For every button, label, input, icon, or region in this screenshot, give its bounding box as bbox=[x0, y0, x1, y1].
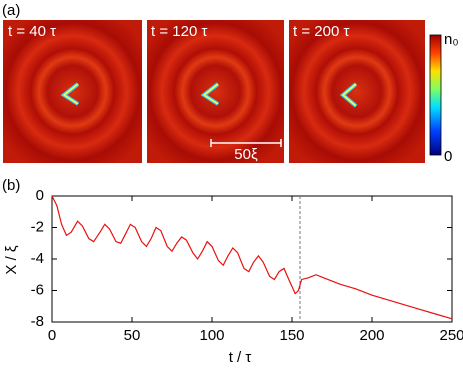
snapshot-label: t = 120 τ bbox=[151, 23, 207, 40]
snapshot: t = 40 τ bbox=[3, 20, 142, 163]
y-tick-label: 0 bbox=[36, 187, 44, 204]
colorbar-label: n₀ bbox=[444, 31, 459, 48]
x-axis-label: t / τ bbox=[229, 349, 252, 366]
plot-frame bbox=[51, 195, 453, 323]
x-tick-label: 100 bbox=[199, 327, 224, 344]
y-tick-label: -8 bbox=[31, 313, 44, 330]
y-tick-label: -4 bbox=[31, 250, 44, 267]
colorbar bbox=[429, 34, 442, 156]
y-tick-label: -6 bbox=[31, 281, 44, 298]
snapshot-label: t = 40 τ bbox=[8, 23, 56, 40]
x-tick-label: 50 bbox=[124, 327, 141, 344]
x-tick-label: 250 bbox=[439, 327, 463, 344]
y-axis-label: X / ξ bbox=[3, 245, 20, 275]
data-line bbox=[51, 195, 453, 320]
x-tick-label: 150 bbox=[279, 327, 304, 344]
snapshot: t = 120 τ 50ξ bbox=[147, 20, 284, 163]
colorbar-label: 0 bbox=[444, 148, 452, 165]
scale-bar-label: 50ξ bbox=[234, 146, 258, 163]
snapshot-label: t = 200 τ bbox=[293, 23, 349, 40]
x-tick-label: 200 bbox=[359, 327, 384, 344]
panel-label: (a) bbox=[2, 2, 20, 19]
panel-label: (b) bbox=[2, 177, 20, 194]
snapshot: t = 200 τ bbox=[289, 20, 425, 163]
x-tick-label: 0 bbox=[48, 327, 56, 344]
y-tick-label: -2 bbox=[31, 218, 44, 235]
